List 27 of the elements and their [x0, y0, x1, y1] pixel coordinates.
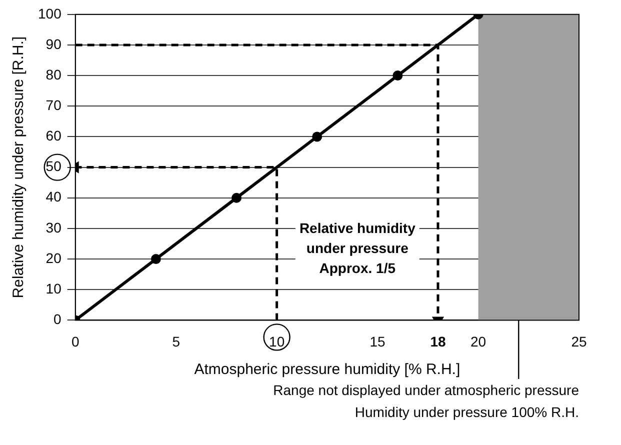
y-tick-label: 20: [46, 250, 62, 266]
y-tick-label: 80: [46, 66, 62, 82]
y-tick-label: 40: [46, 188, 62, 205]
point: [392, 70, 403, 81]
point: [150, 254, 161, 264]
x-tick-label: 18: [430, 333, 446, 350]
point: [232, 192, 242, 203]
x-tick-label: 25: [571, 333, 587, 350]
x-tick-label: 5: [172, 333, 180, 350]
x-tick-label: 20: [470, 333, 486, 350]
y-tick-label: 70: [46, 97, 62, 113]
y-tick-label: 30: [46, 219, 62, 236]
point: [312, 132, 322, 142]
x-tick-label: 15: [370, 333, 386, 350]
y-tick-label: 10: [46, 280, 62, 296]
y-tick-label: 60: [46, 128, 62, 144]
y-axis-title: Relative humidity under pressure [R.H.]: [10, 36, 28, 298]
text: Humidity under pressure 100% R.H.: [354, 404, 579, 420]
x-tick-label: 10: [269, 333, 285, 350]
y-tick-label: 90: [46, 36, 62, 52]
x-axis-title: Atmospheric pressure humidity [% R.H.]: [194, 361, 460, 378]
y-tick-label: 0: [54, 311, 62, 328]
y-tick-label: 100: [38, 5, 62, 22]
text: Range not displayed under atmospheric pressure: [273, 382, 580, 398]
x-tick-label: 0: [71, 333, 80, 350]
y-tick-label: 50: [46, 158, 62, 174]
annotation: Relative humidity under pressure Approx. 1/5: [299, 220, 416, 276]
